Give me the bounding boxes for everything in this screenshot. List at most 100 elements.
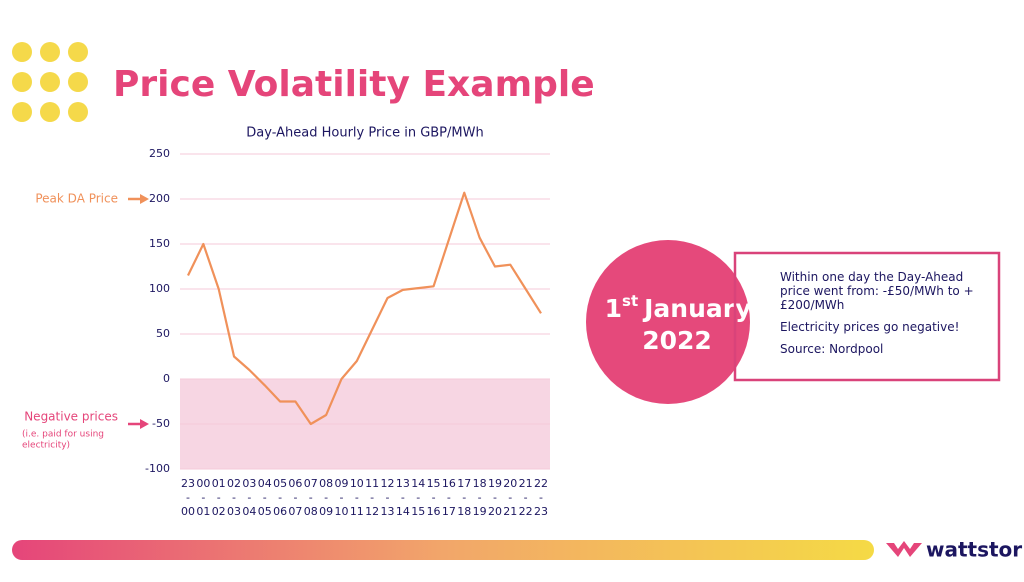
x-tick-part: - [539,491,543,504]
x-tick-part: 13 [381,505,395,518]
x-tick-label: 20 -21 [503,477,517,518]
x-tick-part: - [386,491,390,504]
x-tick-label: 06 -07 [288,477,302,518]
x-tick-part: 13 [396,477,410,490]
x-tick-label: 22 -23 [534,477,548,518]
x-tick-part: 18 [473,477,487,490]
x-tick-part: - [339,491,343,504]
x-tick-part: 03 [242,477,256,490]
x-tick-label: 23 -00 [181,477,195,518]
date-month: January [642,294,751,323]
x-tick-part: 12 [365,505,379,518]
x-tick-part: 01 [196,505,210,518]
x-tick-part: - [324,491,328,504]
price-line [187,191,542,426]
x-tick-part: 11 [365,477,379,490]
chart-title: Day-Ahead Hourly Price in GBP/MWh [246,126,483,141]
y-tick-label: 50 [156,327,170,340]
x-tick-part: - [447,491,451,504]
logo-mark [886,541,922,557]
y-tick-label: 0 [163,372,170,385]
x-tick-part: - [263,491,267,504]
x-tick-part: 21 [503,505,517,518]
y-tick-label: -50 [152,417,170,430]
x-tick-part: 23 [181,477,195,490]
slide-title: Price Volatility Example [113,64,595,105]
x-tick-part: 23 [534,505,548,518]
x-tick-part: - [355,491,359,504]
date-day: 1 [605,294,622,323]
note: Source: Nordpool [780,342,884,356]
annotation-text: Peak DA Price [35,192,118,206]
x-tick-part: 14 [396,505,410,518]
x-tick-part: 22 [534,477,548,490]
x-tick-label: 04 -05 [258,477,272,518]
date-circle [586,240,750,404]
x-tick-part: 08 [319,477,333,490]
x-tick-label: 01 -02 [212,477,226,518]
x-tick-part: 16 [442,477,456,490]
x-tick-label: 17 -18 [457,477,471,518]
x-tick-part: - [478,491,482,504]
footer-band [12,540,874,560]
x-tick-part: 14 [411,477,425,490]
x-tick-label: 09 -10 [334,477,348,518]
x-tick-part: - [462,491,466,504]
y-tick-label: 200 [149,192,170,205]
x-tick-label: 11 -12 [365,477,379,518]
y-tick-label: 150 [149,237,170,250]
callout-box [733,251,1001,382]
x-tick-part: - [186,491,190,504]
x-tick-part: - [524,491,528,504]
callout-notes: Within one day the Day-Ahead price went … [780,270,990,356]
x-tick-label: 21 -22 [519,477,533,518]
x-tick-label: 19 -20 [488,477,502,518]
x-tick-part: 01 [212,477,226,490]
x-tick-label: 00 -01 [196,477,210,518]
y-tick-label: 100 [149,282,170,295]
x-tick-part: 20 [503,477,517,490]
x-tick-part: 05 [258,505,272,518]
x-tick-part: 10 [334,505,348,518]
x-tick-part: 10 [350,477,364,490]
x-tick-part: 03 [227,505,241,518]
annotation-arrowhead [140,194,149,204]
x-tick-part: 22 [519,505,533,518]
date-line: 1st January [605,292,752,324]
x-tick-part: 07 [288,505,302,518]
date-year: 2022 [642,326,712,355]
x-tick-part: 07 [304,477,318,490]
x-tick-label: 15 -16 [427,477,441,518]
x-tick-part: 00 [181,505,195,518]
x-tick-label: 02 -03 [227,477,241,518]
x-tick-label: 18 -19 [473,477,487,518]
x-tick-part: 15 [427,477,441,490]
x-tick-part: 05 [273,477,287,490]
x-tick-label: 13 -14 [396,477,410,518]
x-tick-part: - [508,491,512,504]
x-tick-label: 12 -13 [381,477,395,518]
annotation-text: electricity) [22,441,70,451]
x-tick-label: 03 -04 [242,477,256,518]
y-tick-label: 250 [149,147,170,160]
x-tick-label: 14 -15 [411,477,425,518]
x-tick-part: 21 [519,477,533,490]
x-tick-label: 10 -11 [350,477,364,518]
x-tick-part: - [293,491,297,504]
x-tick-label: 16 -17 [442,477,456,518]
x-tick-part: 11 [350,505,364,518]
x-tick-part: - [217,491,221,504]
x-tick-part: - [370,491,374,504]
callout-text: Within one day the Day-Ahead price went … [780,270,990,356]
x-tick-part: 09 [334,477,348,490]
dot-grid [12,42,88,122]
x-tick-label: 07 -08 [304,477,318,518]
note: Electricity prices go negative! [780,320,960,334]
x-tick-part: 04 [258,477,272,490]
x-tick-part: - [432,491,436,504]
x-tick-part: - [247,491,251,504]
x-tick-part: 15 [411,505,425,518]
x-tick-part: - [309,491,313,504]
x-tick-part: - [278,491,282,504]
